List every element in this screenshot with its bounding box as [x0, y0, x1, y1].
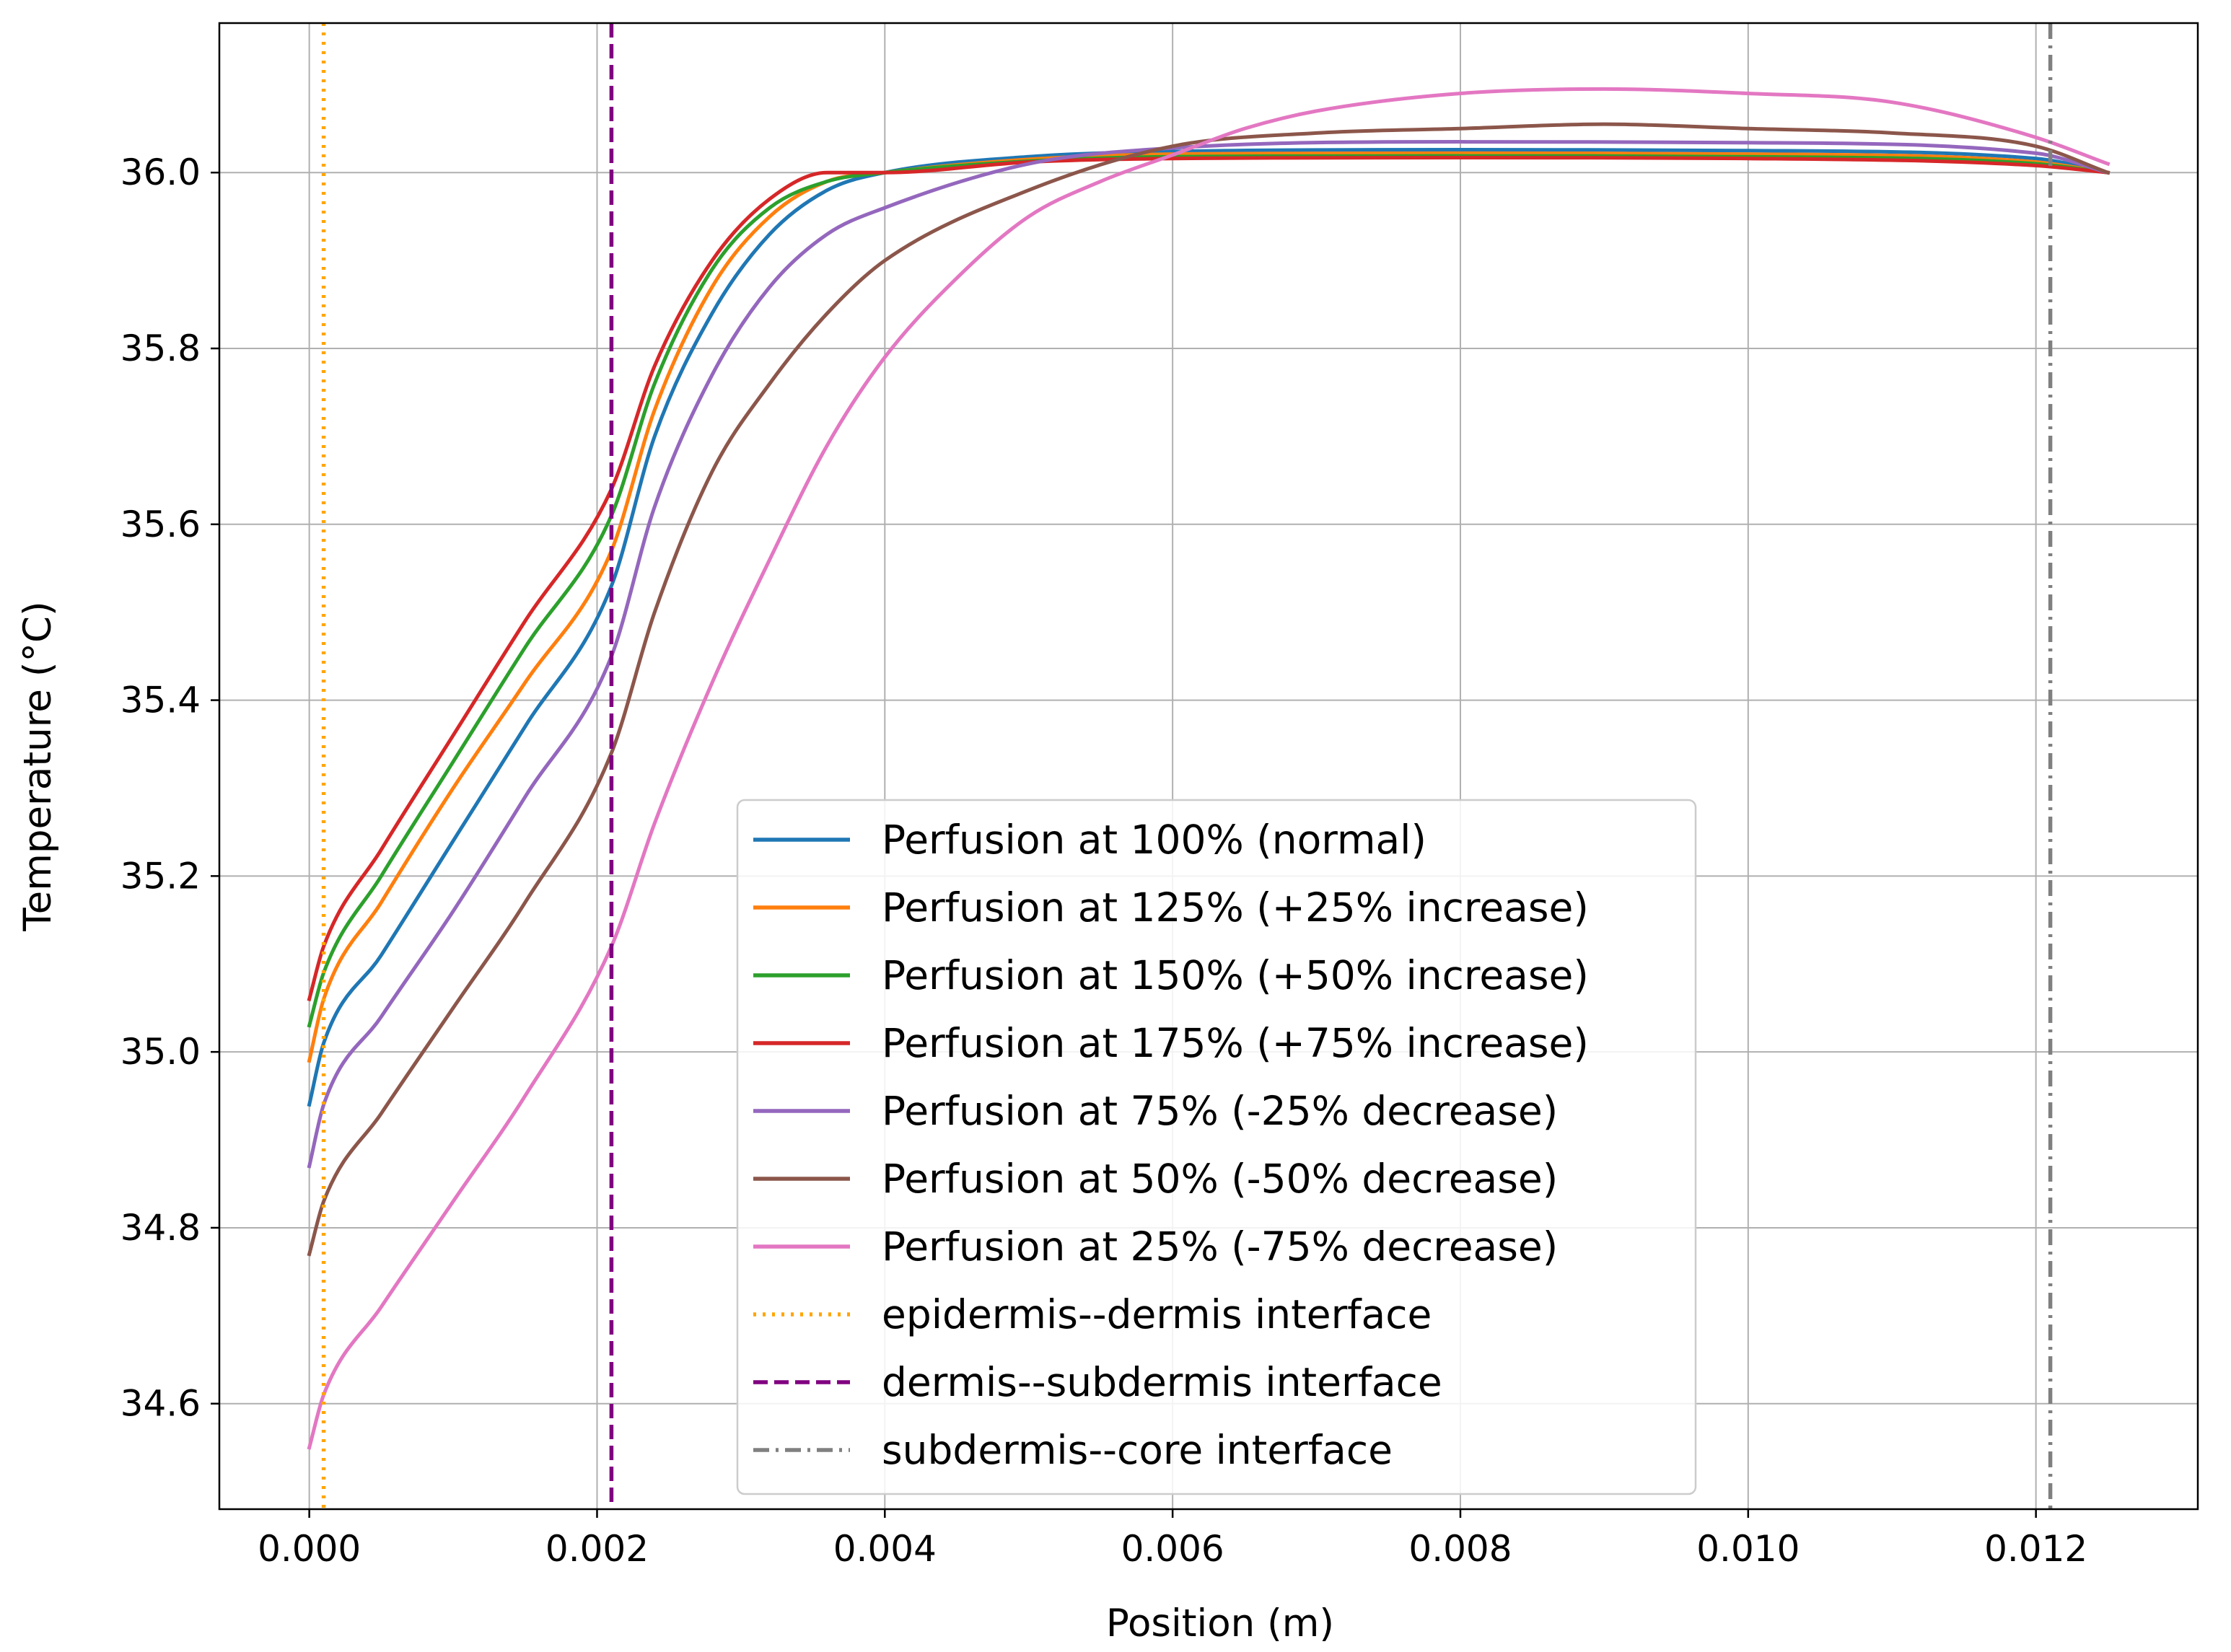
- y-tick-label: 36.0: [120, 151, 201, 193]
- y-tick-label: 35.0: [120, 1031, 201, 1073]
- x-tick-label: 0.006: [1121, 1528, 1224, 1570]
- legend-label: subdermis--core interface: [882, 1427, 1393, 1473]
- legend-label: Perfusion at 150% (+50% increase): [882, 952, 1589, 998]
- series-line-perfusion-at-50-50-decrease: [307, 122, 2111, 1257]
- plot-frame: [218, 22, 2199, 1511]
- legend-box: [736, 799, 1697, 1495]
- y-tick-label: 34.8: [120, 1207, 201, 1249]
- legend-label: Perfusion at 100% (normal): [882, 817, 1426, 863]
- series-line-perfusion-at-125-25-increase: [307, 151, 2111, 1063]
- x-tick-label: 0.012: [1984, 1528, 2087, 1570]
- series-lines: [307, 87, 2111, 1450]
- y-tick-label: 35.4: [120, 680, 201, 721]
- series-line-perfusion-at-25-75-decrease: [307, 87, 2111, 1450]
- legend-label: Perfusion at 125% (+25% increase): [882, 884, 1589, 931]
- y-axis-label: Temperature (°C): [16, 601, 60, 931]
- legend-label: Perfusion at 175% (+75% increase): [882, 1020, 1589, 1066]
- x-tick-label: 0.000: [258, 1528, 361, 1570]
- y-tick-label: 35.8: [120, 328, 201, 369]
- legend-label: Perfusion at 25% (-75% decrease): [882, 1223, 1558, 1270]
- interface-lines: [321, 23, 2053, 1509]
- legend-label: dermis--subdermis interface: [882, 1359, 1442, 1405]
- x-axis-label: Position (m): [1106, 1602, 1334, 1646]
- y-tick-label: 35.6: [120, 504, 201, 545]
- series-line-perfusion-at-100-normal: [307, 148, 2111, 1107]
- x-tick-label: 0.010: [1696, 1528, 1800, 1570]
- legend: Perfusion at 100% (normal) Perfusion at 1…: [736, 799, 1697, 1495]
- x-tick-label: 0.002: [545, 1528, 649, 1570]
- y-tick-label: 34.6: [120, 1383, 201, 1425]
- series-line-perfusion-at-75-25-decrease: [307, 140, 2111, 1169]
- x-tick-label: 0.008: [1408, 1528, 1512, 1570]
- series-line-perfusion-at-150-50-increase: [307, 154, 2111, 1028]
- x-tick-label: 0.004: [833, 1528, 937, 1570]
- axis-ticks: 0.000 0.002 0.004 0.006 0.008 0.010 0.012 34.6 3…: [120, 151, 2088, 1570]
- legend-label: Perfusion at 50% (-50% decrease): [882, 1156, 1558, 1202]
- legend-label: Perfusion at 75% (-25% decrease): [882, 1088, 1558, 1134]
- series-line-perfusion-at-175-75-increase: [307, 156, 2111, 1002]
- legend-label: epidermis--dermis interface: [882, 1291, 1432, 1337]
- y-tick-label: 35.2: [120, 855, 201, 897]
